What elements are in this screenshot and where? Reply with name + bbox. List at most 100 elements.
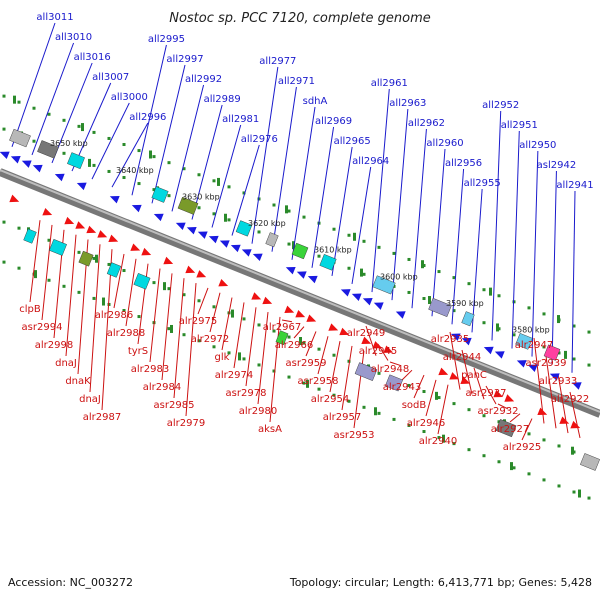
gene-label[interactable]: all3010 (55, 32, 92, 43)
track-tick (242, 191, 246, 195)
gene-label[interactable]: asr2994 (22, 322, 63, 333)
gene-label[interactable]: all3011 (36, 12, 73, 23)
gene-label[interactable]: alr2922 (551, 394, 589, 405)
gene-label[interactable]: all2969 (315, 116, 352, 127)
gene-label[interactable]: asr2985 (154, 400, 195, 411)
gene-label[interactable]: tyrS (128, 346, 148, 357)
gene-leader-line (545, 355, 557, 429)
gene-label[interactable]: asr2958 (298, 376, 339, 387)
gene-arrow (438, 367, 449, 376)
gene-label[interactable]: dnaK (65, 376, 91, 387)
gene-label[interactable]: asr2953 (334, 430, 375, 441)
gene-leader-line (29, 220, 41, 303)
gene-label[interactable]: alr2957 (323, 412, 361, 423)
gene-label[interactable]: all2976 (241, 134, 278, 145)
gene-label[interactable]: alr2935 (431, 334, 469, 345)
gene-label[interactable]: alr2948 (371, 364, 409, 375)
gene-label[interactable]: alr2944 (443, 352, 481, 363)
gene-label[interactable]: panC (461, 370, 487, 381)
gene-label[interactable]: all2941 (556, 180, 593, 191)
gene-block (372, 275, 396, 295)
gene-label[interactable]: alr2940 (419, 436, 457, 447)
track-tick (62, 118, 66, 122)
gene-label[interactable]: alr2947 (515, 340, 553, 351)
gene-arrow (64, 216, 75, 225)
gene-label[interactable]: all2971 (278, 76, 315, 87)
gene-label[interactable]: glk (215, 352, 230, 363)
gene-label[interactable]: all2964 (352, 156, 389, 167)
track-major-tick (88, 158, 91, 167)
gene-label[interactable]: alr2949 (347, 328, 385, 339)
gene-label[interactable]: all3016 (74, 52, 111, 63)
gene-label[interactable]: alr2927 (491, 424, 529, 435)
gene-label[interactable]: alr2925 (503, 442, 541, 453)
gene-label[interactable]: alr2984 (143, 382, 181, 393)
gene-leader-line (473, 367, 485, 400)
track-tick (557, 351, 561, 355)
gene-label[interactable]: all2961 (371, 78, 408, 89)
gene-label[interactable]: alr2972 (191, 334, 229, 345)
gene-label[interactable]: alr2967 (263, 322, 301, 333)
gene-leader-line (389, 361, 401, 366)
gene-label[interactable]: asr2959 (286, 358, 327, 369)
kbp-label: 3580 kbp (512, 326, 550, 335)
gene-label[interactable]: asr2937 (466, 388, 507, 399)
gene-label[interactable]: alr2946 (407, 418, 445, 429)
gene-label[interactable]: alr2933 (539, 376, 577, 387)
gene-label[interactable]: aksA (258, 424, 282, 435)
gene-label[interactable]: alr2986 (95, 310, 133, 321)
gene-label[interactable]: alr2980 (239, 406, 277, 417)
gene-label[interactable]: all2997 (166, 54, 203, 65)
gene-leader-line (291, 106, 316, 260)
gene-label[interactable]: all2977 (259, 56, 296, 67)
gene-label[interactable]: all2950 (519, 140, 556, 151)
track-major-tick (95, 254, 98, 263)
gene-label[interactable]: all2960 (426, 138, 463, 149)
gene-label[interactable]: sdhA (303, 96, 328, 107)
gene-arrow (483, 346, 494, 355)
gene-label[interactable]: asr2932 (478, 406, 519, 417)
gene-label[interactable]: all2996 (129, 112, 166, 123)
gene-label[interactable]: asr2978 (226, 388, 267, 399)
gene-label[interactable]: all2952 (482, 100, 519, 111)
gene-label[interactable]: all2995 (148, 34, 185, 45)
track-tick (197, 206, 201, 210)
track-major-tick (374, 407, 377, 416)
gene-label[interactable]: alr2974 (215, 370, 253, 381)
track-major-tick (353, 232, 356, 241)
gene-label[interactable]: alr2983 (131, 364, 169, 375)
gene-label[interactable]: all2989 (204, 94, 241, 105)
gene-leader-line (569, 391, 581, 439)
gene-label[interactable]: all2965 (334, 136, 371, 147)
gene-label[interactable]: all2992 (185, 74, 222, 85)
gene-label[interactable]: alr2998 (35, 340, 73, 351)
kbp-label: 3600 kbp (380, 272, 418, 281)
gene-label[interactable]: alr2979 (167, 418, 205, 429)
gene-label[interactable]: alr2987 (83, 412, 121, 423)
gene-label[interactable]: alr2943 (383, 382, 421, 393)
gene-leader-line (391, 108, 409, 301)
gene-label[interactable]: all3000 (111, 92, 148, 103)
gene-label[interactable]: all2956 (445, 158, 482, 169)
gene-label[interactable]: asr2939 (526, 358, 567, 369)
gene-label[interactable]: alr2975 (179, 316, 217, 327)
gene-label[interactable]: all2962 (408, 118, 445, 129)
gene-label[interactable]: all2951 (501, 120, 538, 131)
gene-label[interactable]: alr2945 (359, 346, 397, 357)
track-tick (392, 417, 396, 421)
gene-label[interactable]: all2963 (389, 98, 426, 109)
track-major-tick (170, 324, 173, 333)
gene-label[interactable]: clpB (19, 304, 41, 315)
gene-label[interactable]: all2981 (222, 114, 259, 125)
gene-label[interactable]: alr2988 (107, 328, 145, 339)
gene-arrow (21, 160, 32, 168)
gene-label[interactable]: sodB (402, 400, 427, 411)
gene-label[interactable]: alr2966 (275, 340, 313, 351)
gene-label[interactable]: asl2942 (537, 160, 577, 171)
gene-label[interactable]: dnaJ (55, 358, 77, 369)
gene-label[interactable]: all3007 (92, 72, 129, 83)
gene-label[interactable]: dnaJ (79, 394, 101, 405)
gene-arrow (75, 221, 86, 229)
gene-label[interactable]: all2955 (464, 178, 501, 189)
gene-label[interactable]: alr2954 (311, 394, 349, 405)
